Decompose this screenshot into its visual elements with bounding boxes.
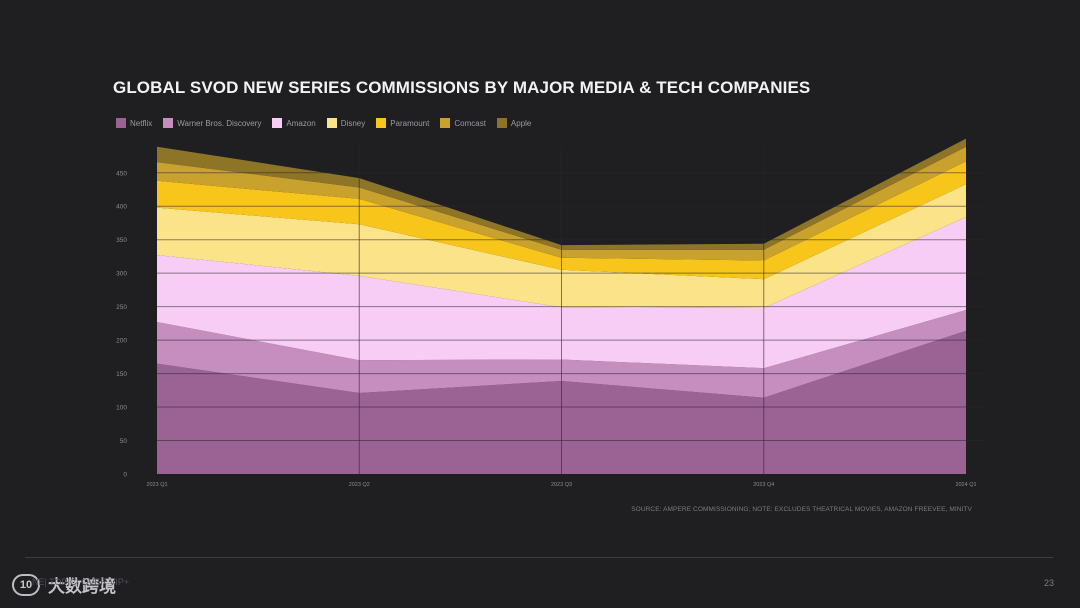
chart-legend: Netflix Warner Bros. Discovery Amazon Disne… [116, 118, 531, 128]
x-tick-label: 2023 Q1 [146, 482, 167, 488]
legend-item: Amazon [272, 118, 316, 128]
legend-item: Paramount [376, 118, 429, 128]
legend-swatch [326, 118, 337, 128]
legend-swatch [116, 118, 126, 128]
x-tick-label: 2023 Q2 [349, 482, 370, 488]
brand-logo-icon: 10 [12, 573, 40, 596]
legend-item: Disney [326, 118, 366, 128]
y-tick-label: 300 [116, 271, 127, 278]
legend-swatch [163, 118, 174, 128]
legend-item: Warner Bros. Discovery [163, 118, 261, 128]
legend-label: Amazon [286, 118, 316, 128]
legend-label: Disney [340, 118, 366, 128]
legend-label: Comcast [454, 118, 486, 128]
legend-swatch [440, 118, 451, 128]
y-tick-label: 100 [116, 405, 127, 412]
legend-swatch [496, 118, 507, 128]
y-tick-label: 400 [116, 204, 127, 211]
legend-label: Apple [510, 118, 532, 128]
y-tick-label: 200 [116, 338, 127, 345]
area-series-paramount [157, 161, 966, 280]
footer-brand: 10 大数跨境 NE| TOPIC| OVER VIP+ [12, 572, 129, 597]
source-note: SOURCE: AMPERE COMMISSIONING; NOTE: EXCL… [631, 506, 972, 513]
x-tick-label: 2023 Q4 [753, 482, 774, 488]
legend-item: Apple [496, 118, 532, 128]
legend-swatch [272, 118, 283, 128]
page-number: 23 [1043, 578, 1054, 588]
y-tick-label: 150 [116, 371, 127, 378]
footer-divider [25, 557, 1053, 558]
legend-label: Netflix [130, 118, 153, 128]
y-tick-label: 450 [116, 170, 127, 177]
legend-item: Netflix [116, 118, 152, 128]
chart-title: GLOBAL SVOD NEW SERIES COMMISSIONS BY MA… [113, 78, 811, 97]
footer-faint-text: NE| TOPIC| OVER VIP+ [32, 576, 130, 587]
x-tick-label: 2024 Q1 [955, 482, 976, 488]
x-tick-label: 2023 Q3 [551, 482, 572, 488]
y-tick-label: 350 [116, 237, 127, 244]
legend-label: Warner Bros. Discovery [177, 118, 262, 128]
y-tick-label: 50 [120, 438, 128, 445]
legend-label: Paramount [390, 118, 430, 128]
y-tick-label: 0 [123, 472, 127, 479]
legend-item: Comcast [440, 118, 486, 128]
legend-swatch [376, 118, 387, 128]
y-tick-label: 250 [116, 304, 127, 311]
footer-brand-name: 大数跨境 [48, 577, 116, 596]
